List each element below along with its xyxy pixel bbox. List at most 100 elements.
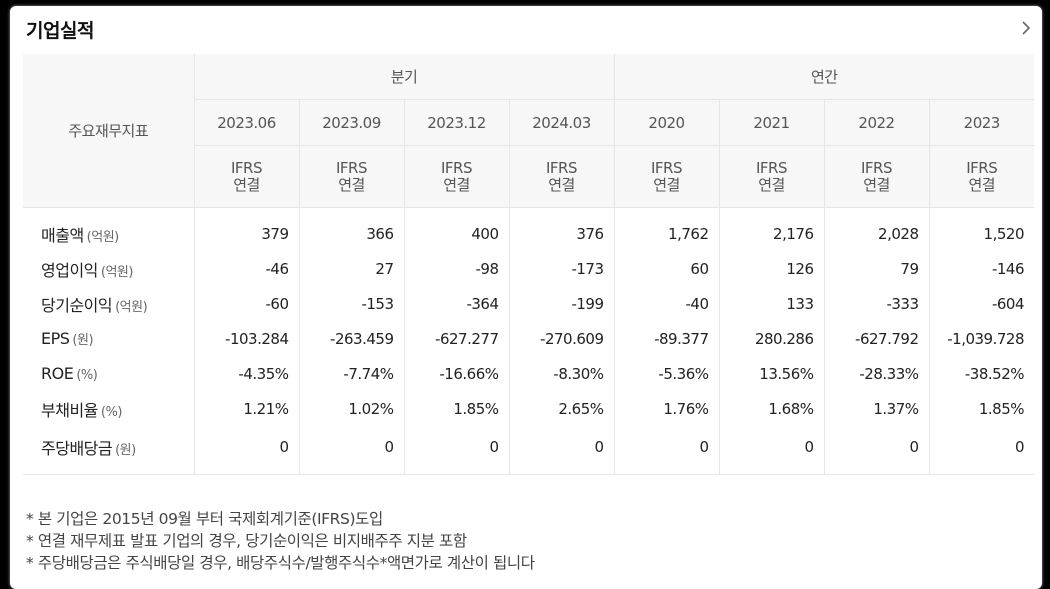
value-cell: 0 (403, 426, 509, 475)
standard-header: IFRS 연결 (193, 145, 299, 208)
value-cell: 0 (928, 426, 1034, 475)
value-cell: 2.65% (508, 391, 614, 426)
value-cell: 0 (298, 426, 404, 475)
footnote: * 연결 재무제표 발표 기업의 경우, 당기순이익은 비지배주주 지분 포함 (26, 532, 467, 550)
table-row: 주당배당금 (원) 0 0 0 0 0 0 0 0 (23, 426, 1034, 475)
row-unit: (원) (72, 333, 94, 348)
value-cell: -40 (613, 286, 719, 321)
value-cell: 0 (193, 426, 299, 475)
value-cell: -4.35% (193, 356, 299, 391)
value-cell: 1.85% (928, 391, 1034, 426)
value-cell: 0 (613, 426, 719, 475)
group-header-annual: 연간 (613, 54, 1034, 100)
value-cell: 1.37% (823, 391, 929, 426)
value-cell: -333 (823, 286, 929, 321)
value-cell: 0 (508, 426, 614, 475)
value-cell: -263.459 (298, 321, 404, 356)
value-cell: -146 (928, 251, 1034, 286)
row-label-text: 매출액 (41, 225, 84, 245)
row-label-text: 당기순이익 (41, 295, 113, 315)
table-row: 부채비율 (%) 1.21% 1.02% 1.85% 2.65% 1.76% 1.68% 1.3… (23, 391, 1034, 426)
value-cell: 60 (613, 251, 719, 286)
table-row: 당기순이익 (억원) -60 -153 -364 -199 -40 133 -333 -604 (23, 286, 1034, 321)
row-unit: (%) (100, 404, 123, 420)
value-cell: 280.286 (718, 321, 824, 356)
value-cell: 400 (403, 207, 509, 251)
value-cell: 1.21% (193, 391, 299, 426)
value-cell: 1,520 (928, 207, 1034, 251)
value-cell: -627.277 (403, 321, 509, 356)
value-cell: -604 (928, 286, 1034, 321)
standard-header: IFRS 연결 (718, 145, 824, 208)
value-cell: -46 (193, 251, 299, 286)
value-cell: -270.609 (508, 321, 614, 356)
table-row: 영업이익 (억원) -46 27 -98 -173 60 126 79 -146 (23, 251, 1034, 286)
row-label: ROE (%) (23, 356, 194, 391)
footnotes: * 본 기업은 2015년 09월 부터 국제회계기준(IFRS)도입 * 연결… (26, 508, 535, 574)
standard-header: IFRS 연결 (823, 145, 929, 208)
value-cell: -28.33% (823, 356, 929, 391)
value-cell: 1.02% (298, 391, 404, 426)
value-cell: 1.68% (718, 391, 824, 426)
standard-header: IFRS 연결 (928, 145, 1034, 208)
value-cell: -60 (193, 286, 299, 321)
period-header: 2023.09 (298, 99, 404, 146)
row-unit: (억원) (86, 229, 120, 245)
value-cell: 13.56% (718, 356, 824, 391)
chevron-right-icon[interactable] (1016, 18, 1036, 38)
value-cell: -7.74% (298, 356, 404, 391)
row-label: 매출액 (억원) (23, 208, 194, 252)
group-header-quarter: 분기 (193, 54, 614, 100)
value-cell: -153 (298, 286, 404, 321)
value-cell: -8.30% (508, 356, 614, 391)
value-cell: -173 (508, 251, 614, 286)
standard-header: IFRS 연결 (613, 145, 719, 208)
row-label: EPS (원) (23, 321, 194, 356)
standard-header: IFRS 연결 (298, 145, 404, 208)
value-cell: 2,028 (823, 207, 929, 251)
value-cell: -627.792 (823, 321, 929, 356)
value-cell: 1.85% (403, 391, 509, 426)
value-cell: 1.76% (613, 391, 719, 426)
table-row: EPS (원) -103.284 -263.459 -627.277 -270.609 -8… (23, 321, 1034, 356)
label-header: 주요재무지표 (23, 54, 194, 208)
value-cell: -103.284 (193, 321, 299, 356)
table-row: ROE (%) -4.35% -7.74% -16.66% -8.30% -5.36% 13.… (23, 356, 1034, 391)
value-cell: 0 (823, 426, 929, 475)
value-cell: -16.66% (403, 356, 509, 391)
value-cell: 1,762 (613, 207, 719, 251)
value-cell: 0 (718, 426, 824, 475)
standard-header: IFRS 연결 (508, 145, 614, 208)
section-title: 기업실적 (26, 20, 94, 42)
value-cell: -199 (508, 286, 614, 321)
row-label: 주당배당금 (원) (23, 426, 194, 475)
value-cell: 126 (718, 251, 824, 286)
row-label-text: 주당배당금 (41, 439, 113, 458)
footnote: * 본 기업은 2015년 09월 부터 국제회계기준(IFRS)도입 (26, 510, 383, 528)
period-header: 2023.06 (193, 99, 299, 146)
row-unit: (억원) (115, 299, 148, 315)
value-cell: 366 (298, 207, 404, 251)
standard-header: IFRS 연결 (403, 145, 509, 208)
value-cell: -89.377 (613, 321, 719, 356)
row-label-text: ROE (41, 364, 74, 383)
value-cell: -5.36% (613, 356, 719, 391)
row-label-text: 부채비율 (41, 400, 98, 420)
value-cell: -364 (403, 286, 509, 321)
period-header: 2023 (928, 99, 1034, 146)
value-cell: -1,039.728 (928, 321, 1034, 356)
value-cell: -98 (403, 251, 509, 286)
row-label: 영업이익 (억원) (23, 251, 194, 286)
value-cell: -38.52% (928, 356, 1034, 391)
value-cell: 2,176 (718, 207, 824, 251)
row-label-text: 영업이익 (41, 260, 98, 280)
period-header: 2023.12 (403, 99, 509, 146)
value-cell: 133 (718, 286, 824, 321)
period-header: 2020 (613, 99, 719, 146)
row-label: 부채비율 (%) (23, 391, 194, 426)
row-unit: (%) (76, 368, 98, 383)
table-row: 매출액 (억원) 379 366 400 376 1,762 2,176 2,028 1,520 (23, 207, 1034, 252)
company-performance-card: 기업실적 주요재무지표 분기 연간 2023.06 2023.09 2023.1… (10, 6, 1042, 589)
financial-table: 주요재무지표 분기 연간 2023.06 2023.09 2023.12 202… (23, 54, 1034, 475)
row-unit: (억원) (100, 264, 134, 280)
